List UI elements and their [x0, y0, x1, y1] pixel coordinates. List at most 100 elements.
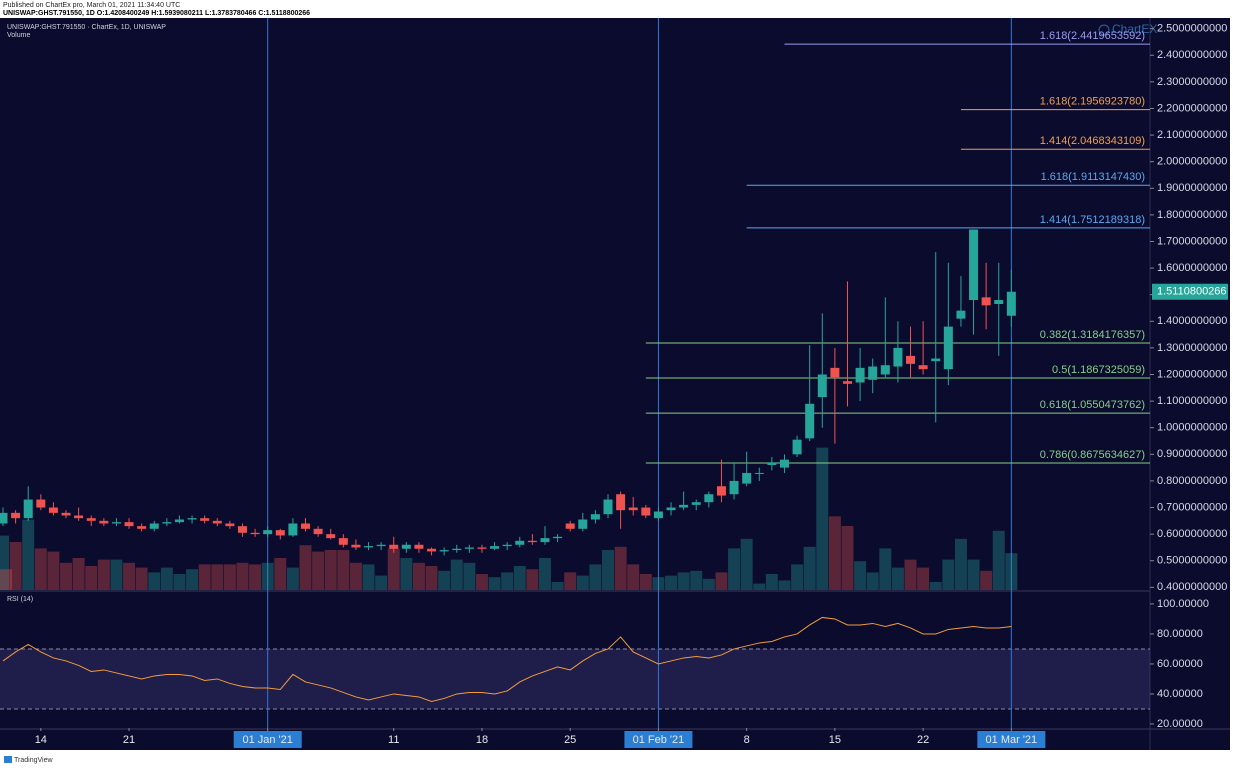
footer-logo [4, 756, 12, 763]
volume-bar [639, 574, 652, 590]
volume-bar [854, 561, 867, 590]
candle-body [11, 512, 21, 519]
volume-bar [425, 566, 438, 590]
rsi-tick-label: 100.00000 [1157, 598, 1209, 610]
volume-bar [778, 580, 791, 590]
volume-bar [602, 550, 615, 590]
candle-body [149, 523, 159, 529]
candle-body [666, 507, 676, 511]
candle-body [61, 512, 71, 516]
volume-bar [576, 575, 589, 590]
candle-body [439, 550, 449, 552]
candle-body [969, 229, 979, 301]
candle-body [704, 494, 714, 503]
candle-body [679, 504, 689, 508]
candle-body [540, 538, 550, 543]
candle-body [23, 499, 33, 519]
volume-bar [97, 559, 110, 590]
volume-bar [47, 551, 60, 590]
candle-body [48, 507, 58, 513]
volume-bar [85, 566, 98, 590]
candle-body [187, 518, 197, 520]
volume-bar [526, 569, 539, 590]
published: Published on ChartEx pro, March 01, 2021… [3, 2, 180, 9]
candle-body [943, 326, 953, 370]
volume-bar [488, 577, 501, 590]
candle-body [225, 523, 235, 527]
volume-bar [236, 562, 249, 590]
volume-bar [438, 570, 451, 590]
x-tick-label: 15 [829, 734, 841, 746]
volume-bar [135, 567, 148, 590]
candle-body [124, 522, 134, 527]
candle-body [956, 310, 966, 319]
candle-body [855, 367, 865, 383]
volume-bar [828, 516, 841, 590]
footer: TradingView [14, 757, 53, 764]
candle-body [515, 540, 525, 545]
volume-bar [286, 567, 299, 590]
candle-body [351, 544, 361, 548]
volume-bar [249, 564, 262, 590]
volume-bar [148, 572, 161, 590]
candle-body [0, 512, 8, 524]
volume-bar [677, 572, 690, 590]
fib-label: 0.382(1.3184176357) [1040, 329, 1145, 341]
y-tick-label: 1.1000000000 [1157, 395, 1227, 407]
candle-body [603, 499, 613, 515]
x-tick-highlight [233, 731, 302, 748]
volume-bar [186, 569, 199, 590]
volume-bar [992, 530, 1005, 590]
x-tick-highlight [977, 731, 1046, 748]
candle-body [590, 514, 600, 520]
volume-bar [349, 562, 362, 590]
x-tick-highlight [624, 731, 693, 748]
volume-bar [538, 558, 551, 590]
volume-bar [274, 558, 287, 590]
volume-bar [324, 550, 337, 590]
volume-bar [513, 566, 526, 590]
candle-body [616, 494, 626, 511]
candle-body [981, 297, 991, 306]
y-tick-label: 1.6000000000 [1157, 262, 1227, 274]
x-tick-label: 25 [564, 734, 576, 746]
volume-bar [475, 574, 488, 590]
last-price-box [1152, 283, 1228, 300]
fib-label: 1.414(2.0468343109) [1040, 135, 1145, 147]
candle-body [212, 520, 222, 524]
candle-body [301, 523, 311, 529]
candle-body [376, 544, 386, 547]
candle-body [653, 511, 663, 519]
volume-bar [110, 559, 123, 590]
volume-bar [904, 559, 917, 590]
candle-body [868, 366, 878, 380]
volume-bar [665, 575, 678, 590]
x-tick-label: 01 Mar '21 [986, 734, 1038, 746]
candle-body [275, 530, 285, 536]
candle-body [805, 403, 815, 439]
watermark: ChartEX [1112, 22, 1157, 36]
x-tick-label: 01 Jan '21 [242, 734, 292, 746]
y-tick-label: 1.7000000000 [1157, 235, 1227, 247]
rsi-band [0, 648, 1150, 709]
candle-body [364, 546, 374, 548]
volume-bar [375, 575, 388, 590]
x-tick-label: 11 [388, 734, 399, 746]
candle-body [414, 544, 424, 549]
candle-body [792, 439, 802, 455]
volume-bar [312, 551, 325, 590]
candle-body [880, 365, 890, 375]
x-tick-label: 22 [917, 734, 929, 746]
volume-bar [0, 569, 12, 590]
y-tick-label: 2.0000000000 [1157, 156, 1227, 168]
candle-body [162, 522, 172, 524]
volume-bar [463, 562, 476, 590]
x-tick-label: 21 [123, 734, 135, 746]
fib-label: 1.618(1.9113147430) [1041, 171, 1145, 183]
volume-bar [929, 582, 942, 590]
candle-body [389, 544, 399, 549]
y-tick-label: 1.8000000000 [1157, 209, 1227, 221]
candle-body [754, 472, 764, 474]
candle-body [313, 528, 323, 535]
rsi-label: RSI (14) [7, 596, 33, 603]
